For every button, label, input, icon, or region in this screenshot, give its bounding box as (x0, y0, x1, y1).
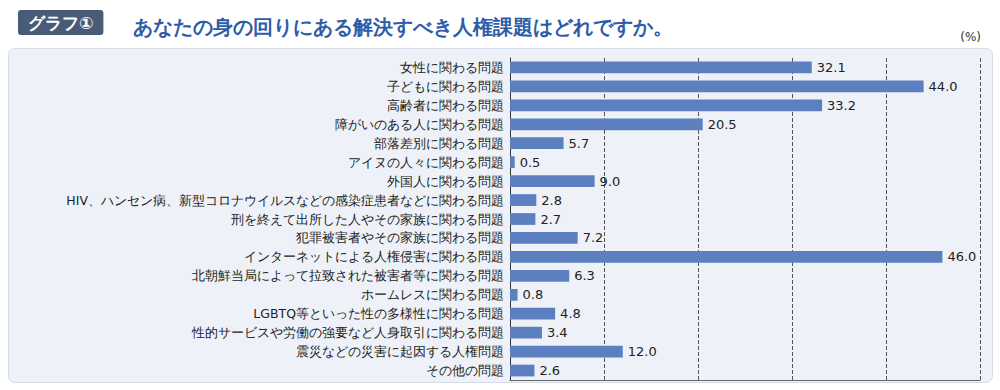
svg-text:北朝鮮当局によって拉致された被害者等に関わる問題: 北朝鮮当局によって拉致された被害者等に関わる問題 (192, 268, 504, 283)
svg-text:外国人に関わる問題: 外国人に関わる問題 (387, 174, 504, 189)
svg-text:9.0: 9.0 (600, 174, 621, 189)
svg-text:女性に関わる問題: 女性に関わる問題 (400, 60, 504, 75)
svg-text:20.5: 20.5 (708, 117, 737, 132)
svg-text:2.7: 2.7 (540, 212, 561, 227)
svg-text:0.8: 0.8 (523, 287, 544, 302)
svg-text:アイヌの人々に関わる問題: アイヌの人々に関わる問題 (348, 155, 504, 170)
svg-text:あなたの身の回りにある解決すべき人権課題はどれですか。: あなたの身の回りにある解決すべき人権課題はどれですか。 (133, 15, 673, 39)
svg-text:4.8: 4.8 (560, 306, 581, 321)
svg-text:3.4: 3.4 (547, 325, 568, 340)
svg-text:障がいのある人に関わる問題: 障がいのある人に関わる問題 (335, 117, 504, 132)
svg-text:震災などの災害に起因する人権問題: 震災などの災害に起因する人権問題 (296, 344, 504, 359)
svg-text:インターネットによる人権侵害に関わる問題: インターネットによる人権侵害に関わる問題 (244, 249, 504, 264)
svg-text:5.7: 5.7 (569, 136, 590, 151)
svg-text:7.2: 7.2 (583, 230, 604, 245)
svg-text:部落差別に関わる問題: 部落差別に関わる問題 (374, 136, 504, 151)
svg-text:32.1: 32.1 (817, 60, 846, 75)
svg-text:33.2: 33.2 (827, 98, 856, 113)
svg-text:犯罪被害者やその家族に関わる問題: 犯罪被害者やその家族に関わる問題 (296, 230, 504, 245)
svg-text:6.3: 6.3 (574, 268, 595, 283)
svg-text:12.0: 12.0 (628, 344, 657, 359)
svg-text:ホームレスに関わる問題: ホームレスに関わる問題 (361, 287, 504, 302)
svg-text:その他の問題: その他の問題 (426, 363, 504, 378)
svg-text:44.0: 44.0 (929, 79, 958, 94)
svg-text:HIV、ハンセン病、新型コロナウイルスなどの感染症患者などに: HIV、ハンセン病、新型コロナウイルスなどの感染症患者などに関わる問題 (66, 193, 504, 208)
svg-text:LGBTQ等といった性の多様性に関わる問題: LGBTQ等といった性の多様性に関わる問題 (253, 306, 504, 321)
svg-text:子どもに関わる問題: 子どもに関わる問題 (387, 79, 504, 94)
svg-text:刑を終えて出所した人やその家族に関わる問題: 刑を終えて出所した人やその家族に関わる問題 (231, 212, 504, 227)
svg-text:2.8: 2.8 (541, 193, 562, 208)
svg-text:グラフ①: グラフ① (28, 13, 93, 33)
svg-text:高齢者に関わる問題: 高齢者に関わる問題 (387, 98, 504, 113)
svg-text:性的サービスや労働の強要など人身取引に関わる問題: 性的サービスや労働の強要など人身取引に関わる問題 (191, 325, 504, 340)
svg-text:46.0: 46.0 (947, 249, 976, 264)
svg-text:0.5: 0.5 (520, 155, 541, 170)
svg-text:2.6: 2.6 (539, 363, 560, 378)
svg-text:(%): (%) (960, 30, 981, 44)
